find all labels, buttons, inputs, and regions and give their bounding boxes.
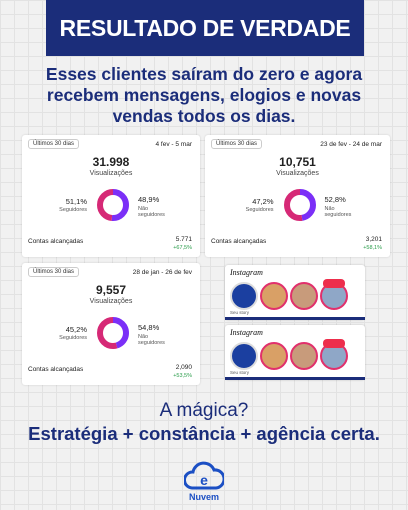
reach-value: 2,090 [175, 364, 192, 371]
date-range: 4 fev - 5 mar [155, 141, 192, 148]
views-label: Visualizações [89, 298, 133, 305]
period-dropdown: Últimos 30 dias [211, 139, 263, 149]
reach-growth: +67,5% [173, 245, 192, 251]
svg-text:e: e [200, 472, 208, 488]
reach-label: Contas alcançadas [28, 366, 84, 373]
reach-label: Contas alcançadas [28, 238, 84, 245]
donut-segment [97, 317, 129, 349]
reach-growth: +53,5% [173, 373, 192, 379]
footer-answer: Estratégia + constância + agência certa. [28, 423, 380, 444]
date-range: 23 de fev - 24 de mar [320, 141, 382, 148]
followers-pct: 47,2% [252, 197, 274, 206]
views-label: Visualizações [89, 170, 133, 177]
donut [97, 189, 129, 221]
donut [97, 317, 129, 349]
story-avatar [260, 342, 288, 370]
period-dropdown: Últimos 30 dias [28, 267, 80, 277]
reach-growth: +58,1% [363, 245, 382, 251]
story-avatar [290, 282, 318, 310]
non-followers-pct: 54,8% [138, 323, 160, 332]
reach-label: Contas alcançadas [211, 238, 267, 245]
logo: e [184, 461, 224, 490]
brand: Nuvem [188, 492, 219, 502]
non-followers-label: Não seguidores [324, 206, 352, 218]
header-title: RESULTADO DE VERDADE [46, 0, 364, 56]
story-label: Seu story [230, 310, 250, 315]
subtitle: Esses clientes saíram do zero e agora re… [45, 64, 363, 126]
instagram-logo: Instagram [230, 328, 263, 337]
donut-segment [97, 189, 129, 221]
notification-badge [323, 279, 345, 288]
insight-card: Últimos 30 dias 4 fev - 5 mar 31.998 Visual… [22, 135, 200, 257]
divider [225, 377, 365, 380]
story-avatar [290, 342, 318, 370]
donut-segment [283, 189, 316, 221]
non-followers-pct: 52,8% [324, 195, 346, 204]
instagram-screenshot: Instagram Seu story [225, 325, 365, 380]
instagram-screenshot: Instagram Seu story [225, 265, 365, 320]
views-label: Visualizações [276, 170, 319, 177]
period-dropdown: Últimos 30 dias [28, 139, 80, 149]
story-avatar [230, 342, 258, 370]
instagram-logo: Instagram [230, 268, 263, 277]
date-range: 28 de jan - 26 de fev [132, 269, 192, 276]
donut [283, 189, 316, 221]
story-label: Seu story [230, 370, 250, 375]
insight-card: Últimos 30 dias 28 de jan - 26 de fev 9,55… [22, 263, 200, 385]
reach-value: 5.771 [175, 236, 192, 243]
views-value: 31.998 [92, 155, 130, 169]
followers-label: Seguidores [59, 335, 87, 341]
views-value: 9,557 [95, 283, 127, 297]
non-followers-label: Não seguidores [138, 206, 165, 218]
views-value: 10,751 [279, 155, 316, 169]
story-avatar [230, 282, 258, 310]
followers-pct: 51,1% [65, 197, 87, 206]
followers-label: Seguidores [59, 207, 87, 213]
reach-value: 3,201 [365, 236, 382, 243]
story-avatar [260, 282, 288, 310]
non-followers-pct: 48,9% [138, 195, 160, 204]
divider [225, 317, 365, 320]
notification-badge [323, 339, 345, 348]
insight-card: Últimos 30 dias 23 de fev - 24 de mar 10,7… [205, 135, 390, 257]
followers-pct: 45,2% [65, 325, 87, 334]
footer-question: A mágica? [159, 400, 249, 421]
non-followers-label: Não seguidores [138, 334, 165, 346]
followers-label: Seguidores [245, 207, 274, 213]
